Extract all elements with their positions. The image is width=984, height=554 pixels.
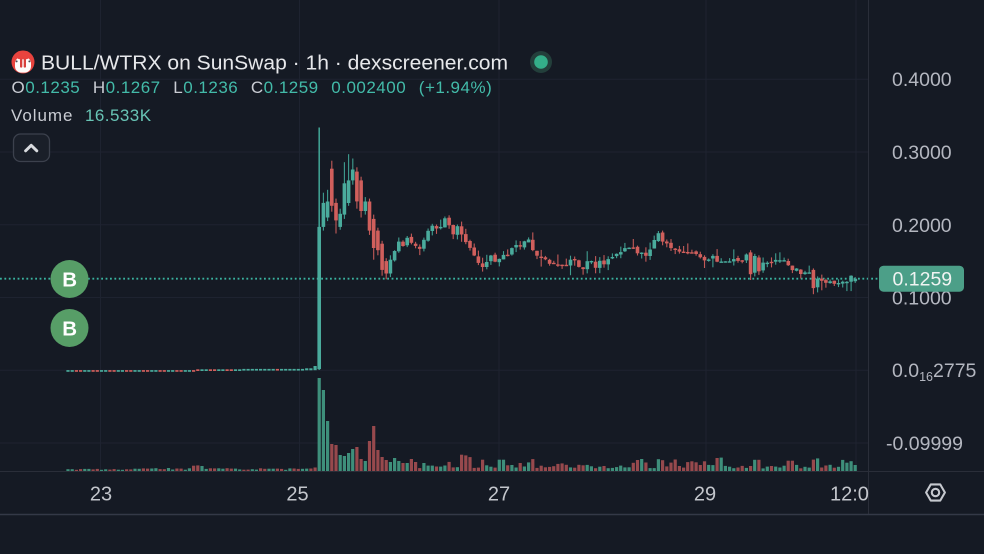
svg-text:0.1259: 0.1259	[893, 269, 953, 291]
svg-text:25: 25	[286, 484, 308, 506]
svg-text:27: 27	[488, 484, 510, 506]
svg-text:-0.09999: -0.09999	[886, 433, 963, 455]
svg-text:29: 29	[694, 484, 716, 506]
svg-text:12:00: 12:00	[830, 484, 880, 506]
svg-text:0.3000: 0.3000	[892, 142, 952, 164]
svg-text:23: 23	[90, 484, 112, 506]
svg-text:BULL/WTRX on SunSwap · 1h · de: BULL/WTRX on SunSwap · 1h · dexscreener.…	[41, 52, 508, 75]
svg-text:0.4000: 0.4000	[892, 69, 952, 91]
svg-text:Volume: Volume	[11, 106, 73, 125]
svg-text:0.0162775: 0.0162775	[892, 360, 977, 384]
svg-text:O0.1235 H0.1267 L0.1236 C0.125: O0.1235 H0.1267 L0.1236 C0.1259 0.002400…	[12, 78, 493, 97]
svg-text:B: B	[62, 317, 77, 340]
svg-text:0.1000: 0.1000	[892, 288, 952, 310]
svg-text:0.2000: 0.2000	[892, 215, 952, 237]
svg-text:16.533K: 16.533K	[85, 106, 152, 125]
svg-text:B: B	[62, 268, 77, 291]
